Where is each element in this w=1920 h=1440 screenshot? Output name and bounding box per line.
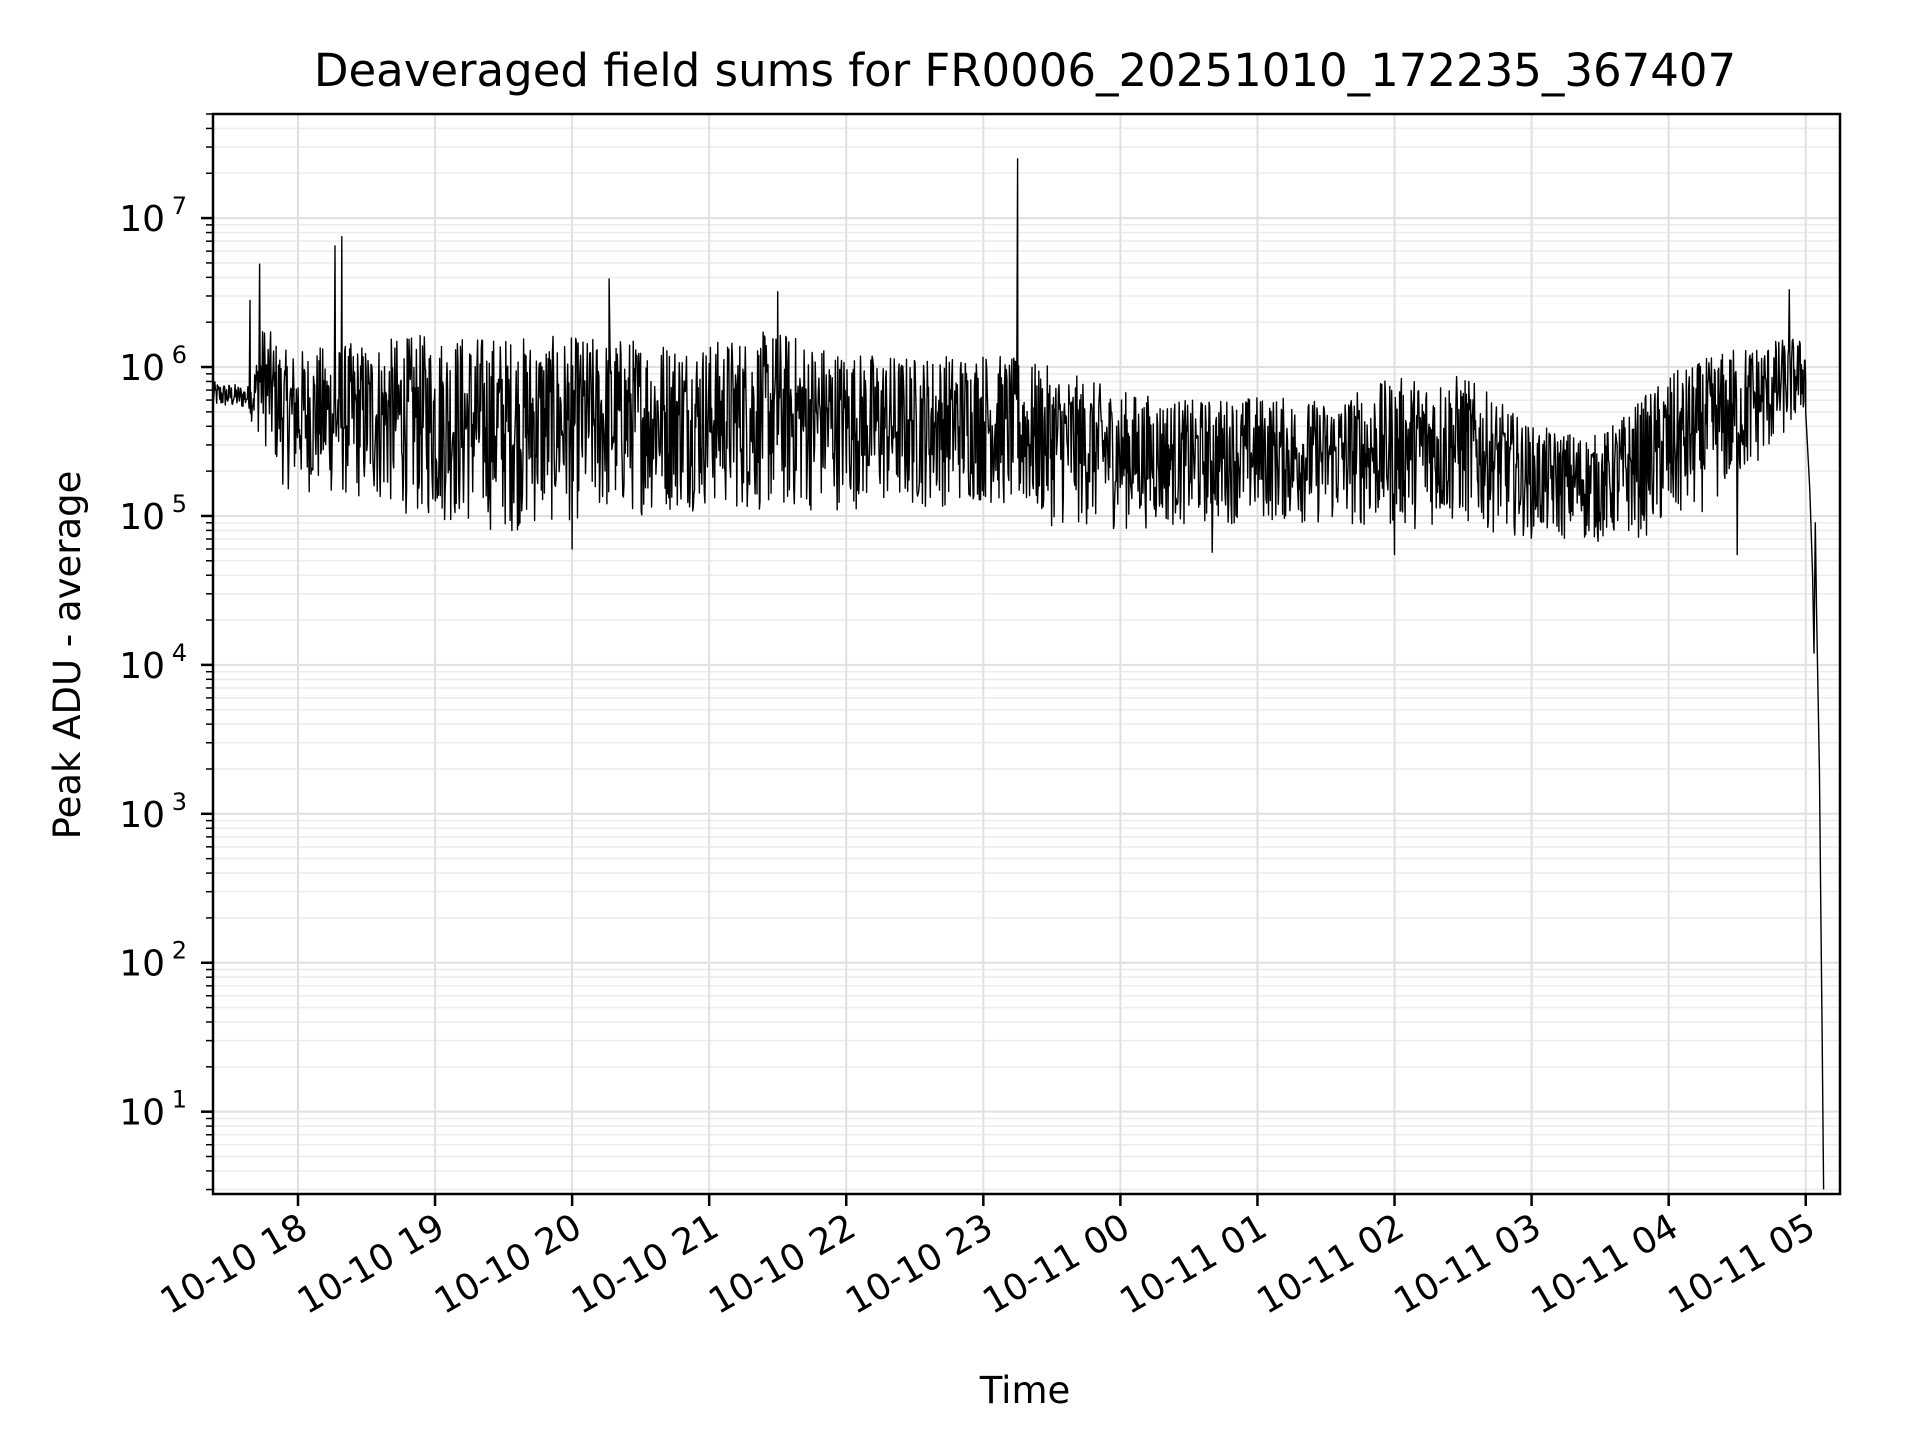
y-tick-exponent: 2 bbox=[172, 937, 187, 965]
y-tick-label: 10 bbox=[119, 1093, 165, 1134]
y-tick-label: 10 bbox=[119, 497, 165, 538]
y-tick-exponent: 3 bbox=[172, 788, 187, 816]
y-tick-exponent: 6 bbox=[172, 341, 187, 369]
y-tick-label: 10 bbox=[119, 646, 165, 687]
y-tick-exponent: 5 bbox=[172, 490, 187, 518]
y-tick-exponent: 4 bbox=[172, 639, 187, 667]
y-tick-label: 10 bbox=[119, 795, 165, 836]
y-tick-label: 10 bbox=[119, 348, 165, 389]
y-tick-label: 10 bbox=[119, 944, 165, 985]
minor-gridlines bbox=[213, 113, 1840, 1191]
y-tick-label: 10 bbox=[119, 199, 165, 240]
major-gridlines bbox=[213, 114, 1840, 1194]
plot-frame bbox=[211, 112, 1842, 1196]
y-axis-label: Peak ADU - average bbox=[46, 471, 89, 840]
series-line bbox=[212, 158, 1825, 1190]
y-tick-exponent: 7 bbox=[172, 192, 187, 220]
series-layer bbox=[212, 158, 1825, 1190]
x-axis-label: Time bbox=[979, 1369, 1071, 1412]
chart-title: Deaveraged field sums for FR0006_2025101… bbox=[314, 44, 1736, 97]
y-tick-exponent: 1 bbox=[172, 1086, 187, 1114]
